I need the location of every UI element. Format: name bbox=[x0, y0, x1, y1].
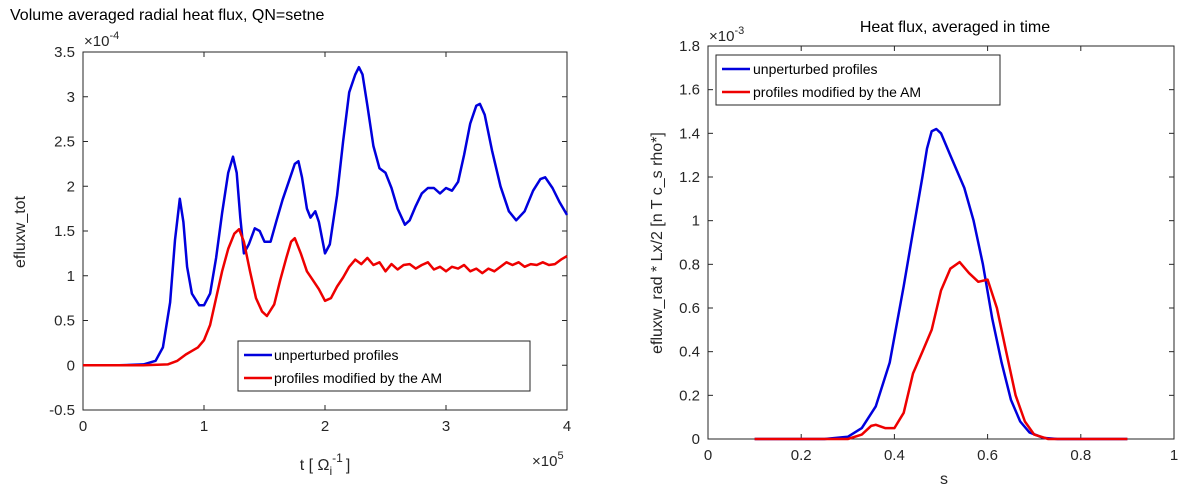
y-tick-label: 1.6 bbox=[679, 82, 700, 99]
series-lines bbox=[754, 127, 1128, 441]
y-tick-label: 1.5 bbox=[54, 223, 75, 240]
y-tick-label: 2 bbox=[67, 178, 75, 195]
x-tick-label: 0.6 bbox=[977, 447, 998, 464]
legend: unperturbed profiles profiles modified b… bbox=[715, 54, 1001, 106]
y-multiplier: ×10-3 bbox=[709, 25, 744, 45]
chart-title: Volume averaged radial heat flux, QN=set… bbox=[10, 7, 325, 24]
x-tick-label: 0.8 bbox=[1070, 447, 1091, 464]
y-ticks: -0.5 0 0.5 1 1.5 2 2.5 3 3.5 bbox=[49, 44, 567, 419]
y-tick-label: 1 bbox=[67, 268, 75, 285]
y-axis-label: efluxw_rad * Lx/2 [n T c_s rho*] bbox=[649, 132, 666, 354]
y-tick-label: -0.5 bbox=[49, 402, 75, 419]
series-line-unperturbed bbox=[754, 127, 1128, 441]
chart-volume-averaged-heat-flux: Volume averaged radial heat flux, QN=set… bbox=[10, 7, 571, 478]
y-tick-label: 3 bbox=[67, 89, 75, 106]
y-tick-label: 1.4 bbox=[679, 125, 700, 142]
x-tick-label: 0.2 bbox=[791, 447, 812, 464]
x-multiplier: ×105 bbox=[532, 450, 564, 470]
legend-box bbox=[237, 340, 531, 392]
legend: unperturbed profiles profiles modified b… bbox=[237, 340, 531, 392]
y-tick-label: 0 bbox=[692, 431, 700, 448]
legend-label-modified: profiles modified by the AM bbox=[274, 370, 442, 386]
x-tick-label: 4 bbox=[563, 418, 571, 435]
legend-box bbox=[715, 54, 1001, 106]
y-tick-label: 2.5 bbox=[54, 134, 75, 151]
x-ticks: 0 1 2 3 4 bbox=[79, 52, 571, 435]
y-tick-label: 1 bbox=[692, 213, 700, 230]
x-tick-label: 1 bbox=[1170, 447, 1178, 464]
x-tick-label: 2 bbox=[321, 418, 329, 435]
y-tick-label: 1.2 bbox=[679, 169, 700, 186]
x-tick-label: 3 bbox=[442, 418, 450, 435]
y-axis-label: efluxw_tot bbox=[12, 195, 29, 268]
chart-heat-flux-time-averaged: Heat flux, averaged in time 0 0.2 0.4 0.6 0.… bbox=[649, 19, 1178, 488]
x-tick-label: 0.4 bbox=[884, 447, 905, 464]
series-lines bbox=[83, 65, 569, 367]
legend-label-modified: profiles modified by the AM bbox=[753, 84, 921, 100]
series-line-modified bbox=[83, 227, 568, 367]
y-ticks: 0 0.2 0.4 0.6 0.8 1 1.2 1.4 1.6 1.8 bbox=[679, 38, 1174, 448]
y-tick-label: 0.4 bbox=[679, 344, 700, 361]
series-line-modified bbox=[754, 260, 1128, 441]
x-tick-label: 1 bbox=[200, 418, 208, 435]
plot-frame bbox=[707, 45, 1175, 440]
y-tick-label: 0.8 bbox=[679, 256, 700, 273]
legend-label-unperturbed: unperturbed profiles bbox=[274, 347, 399, 363]
y-tick-label: 0.5 bbox=[54, 313, 75, 330]
legend-label-unperturbed: unperturbed profiles bbox=[753, 61, 878, 77]
y-tick-label: 0.6 bbox=[679, 300, 700, 317]
x-ticks: 0 0.2 0.4 0.6 0.8 1 bbox=[704, 46, 1178, 464]
y-tick-label: 0.2 bbox=[679, 387, 700, 404]
x-axis-label: s bbox=[940, 471, 948, 488]
y-tick-label: 3.5 bbox=[54, 44, 75, 61]
chart-title: Heat flux, averaged in time bbox=[860, 19, 1050, 36]
x-tick-label: 0 bbox=[79, 418, 87, 435]
y-tick-label: 1.8 bbox=[679, 38, 700, 55]
x-tick-label: 0 bbox=[704, 447, 712, 464]
y-multiplier: ×10-4 bbox=[84, 30, 119, 50]
y-tick-label: 0 bbox=[67, 357, 75, 374]
series-line-unperturbed bbox=[83, 65, 569, 367]
x-axis-label: t [ Ωi-1] bbox=[300, 451, 351, 478]
